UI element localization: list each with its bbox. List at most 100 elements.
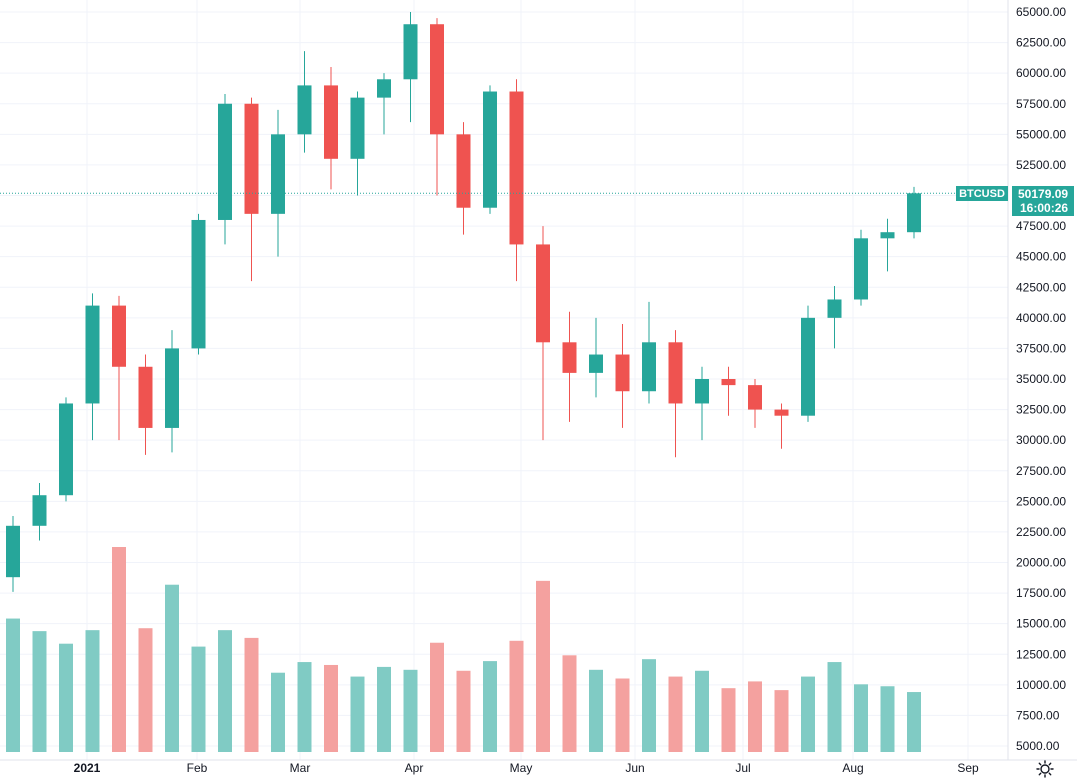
volume-bar (244, 637, 259, 752)
volume-bar (218, 630, 232, 752)
candle-body (403, 24, 418, 80)
volume-bar (615, 678, 630, 752)
volume-bar (695, 670, 709, 752)
price-tick-label: 20000.00 (1016, 556, 1066, 570)
price-tick-label: 7500.00 (1016, 708, 1060, 722)
candle (350, 91, 365, 196)
price-tick-label: 37500.00 (1016, 341, 1066, 355)
candle (112, 295, 126, 441)
candle-body (85, 305, 100, 404)
candle (668, 330, 683, 458)
price-tick-label: 27500.00 (1016, 464, 1066, 478)
volume-bar (430, 642, 444, 752)
candle-body (801, 317, 815, 416)
volume-bar (748, 681, 762, 752)
candle-body (6, 525, 20, 578)
candle (191, 213, 206, 355)
candle-body (562, 342, 577, 373)
price-tick-label: 12500.00 (1016, 647, 1066, 661)
candle-body (32, 495, 47, 526)
candle-body (880, 232, 895, 239)
candle (403, 12, 418, 123)
candle-body (138, 366, 153, 428)
candle-body (748, 385, 762, 410)
candle-body (218, 103, 232, 220)
candle-body (350, 97, 365, 159)
candle-body (509, 91, 524, 245)
candle-body (642, 342, 656, 392)
price-tick-label: 62500.00 (1016, 36, 1066, 50)
candle-body (377, 79, 391, 98)
candle (430, 18, 444, 196)
price-tick-label: 57500.00 (1016, 97, 1066, 111)
candle-body (430, 24, 444, 135)
volume-bar (483, 661, 497, 752)
volume-bar (880, 686, 895, 752)
candle-body (483, 91, 497, 208)
volume-bar (827, 662, 842, 752)
candle-body (324, 85, 338, 159)
candle-body (297, 85, 312, 135)
volume-bar (774, 690, 789, 752)
candle-body (668, 342, 683, 404)
volume-bar (165, 584, 179, 752)
candle (536, 226, 550, 441)
candle-body (244, 103, 259, 214)
time-tick-label: Apr (405, 761, 424, 775)
volume-bar (112, 547, 126, 752)
candle (483, 85, 497, 214)
volume-bar (403, 669, 418, 752)
candle (721, 366, 736, 416)
volume-bar (801, 676, 815, 752)
price-tick-label: 42500.00 (1016, 280, 1066, 294)
price-tick-label: 40000.00 (1016, 311, 1066, 325)
candle (562, 311, 577, 422)
price-tick-label: 25000.00 (1016, 494, 1066, 508)
candle (827, 286, 842, 349)
price-tick-label: 47500.00 (1016, 219, 1066, 233)
price-candles (6, 12, 921, 592)
volume-bar (854, 684, 868, 752)
volume-bar (668, 676, 683, 752)
candle (324, 67, 338, 190)
price-tick-label: 30000.00 (1016, 433, 1066, 447)
countdown-label: 16:00:26 (1020, 201, 1068, 215)
price-tick-label: 65000.00 (1016, 5, 1066, 19)
time-tick-label: Aug (842, 761, 863, 775)
candle (297, 51, 312, 153)
settings-gear-icon[interactable] (1036, 760, 1054, 778)
candle (880, 218, 895, 272)
symbol-label: BTCUSD (959, 188, 1005, 200)
time-tick-label: Sep (957, 761, 979, 775)
volume-bar (297, 662, 312, 752)
time-tick-label: Feb (187, 761, 208, 775)
volume-bar (721, 688, 736, 752)
candle (801, 305, 815, 422)
price-tick-label: 22500.00 (1016, 525, 1066, 539)
time-tick-label: Mar (290, 761, 311, 775)
candle (85, 293, 100, 441)
volume-bar (589, 669, 603, 752)
candle (589, 317, 603, 398)
time-axis[interactable]: 2021 Feb Mar Apr May Jun Jul Aug Sep (74, 761, 979, 775)
candle-body (165, 348, 179, 428)
volume-bar (377, 666, 391, 752)
candle (774, 403, 789, 449)
volume-bar (642, 659, 656, 752)
candle (615, 323, 630, 428)
candle-body (854, 238, 868, 300)
price-tick-label: 60000.00 (1016, 66, 1066, 80)
price-tick-label: 55000.00 (1016, 127, 1066, 141)
candle-body (589, 354, 603, 373)
candle-body (536, 244, 550, 343)
candle-body (907, 193, 921, 233)
time-tick-label: Jul (735, 761, 750, 775)
volume-bar (191, 646, 206, 752)
price-tick-label: 10000.00 (1016, 678, 1066, 692)
price-axis[interactable]: 65000.00 62500.00 60000.00 57500.00 55000.00… (1016, 5, 1066, 753)
volume-bar (562, 655, 577, 752)
price-tick-label: 32500.00 (1016, 403, 1066, 417)
price-tick-label: 45000.00 (1016, 250, 1066, 264)
price-tick-label: 52500.00 (1016, 158, 1066, 172)
